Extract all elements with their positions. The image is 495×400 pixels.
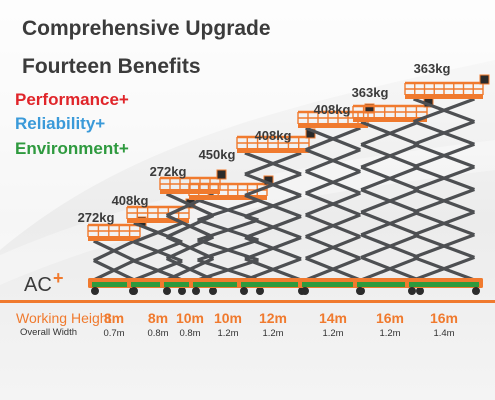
overall-width-value: 1.2m — [379, 328, 401, 339]
capacity-label: 272kg — [149, 164, 187, 179]
capacity-label: 408kg — [254, 128, 292, 143]
working-height-value: 16m — [375, 310, 405, 326]
working-height-label: Working Height — [16, 310, 112, 326]
overall-width-value: 1.2m — [322, 328, 344, 339]
overall-width-label: Overall Width — [20, 327, 78, 338]
scissor-lift-8 — [404, 74, 490, 295]
capacity-label: 450kg — [198, 147, 236, 162]
working-height-value: 12m — [258, 310, 288, 326]
working-height-value: 10m — [213, 310, 243, 326]
headline-title: Comprehensive Upgrade — [22, 17, 271, 40]
lift-platform — [404, 74, 490, 99]
overall-width-value: 1.2m — [262, 328, 284, 339]
scissor-arms — [305, 126, 361, 282]
capacity-label: 272kg — [77, 210, 115, 225]
overall-width-value: 0.7m — [103, 328, 125, 339]
capacity-label: 363kg — [413, 61, 451, 76]
lift-platform — [352, 97, 434, 122]
scissor-arms — [93, 239, 135, 282]
scissor-arms — [244, 151, 302, 282]
lift-base — [237, 278, 309, 295]
capacity-label: 408kg — [313, 102, 351, 117]
scissor-lift-5 — [236, 128, 316, 295]
scissor-arms — [413, 97, 475, 282]
benefit-reliability: Reliability+ — [15, 114, 106, 133]
lift-platform — [188, 175, 274, 200]
capacity-label: 408kg — [111, 193, 149, 208]
power-type-label: AC — [24, 274, 52, 296]
overall-width-value: 0.8m — [147, 328, 169, 339]
headline-subtitle: Fourteen Benefits — [22, 55, 201, 78]
capacity-label: 363kg — [351, 85, 389, 100]
overall-width-value: 1.4m — [433, 328, 455, 339]
working-height-value: 10m — [175, 310, 205, 326]
working-height-value: 14m — [318, 310, 348, 326]
working-height-value: 16m — [429, 310, 459, 326]
spec-divider — [0, 300, 495, 303]
working-height-value: 8m — [147, 310, 169, 326]
power-type-plus: + — [53, 268, 64, 288]
lift-base — [405, 278, 483, 295]
working-height-value: 8m — [103, 310, 125, 326]
overall-width-value: 0.8m — [179, 328, 201, 339]
benefit-environment: Environment+ — [15, 139, 129, 158]
scissor-lift-6 — [297, 103, 375, 295]
benefit-performance: Performance+ — [15, 90, 129, 109]
scissor-arms — [360, 120, 420, 282]
overall-width-value: 1.2m — [217, 328, 239, 339]
